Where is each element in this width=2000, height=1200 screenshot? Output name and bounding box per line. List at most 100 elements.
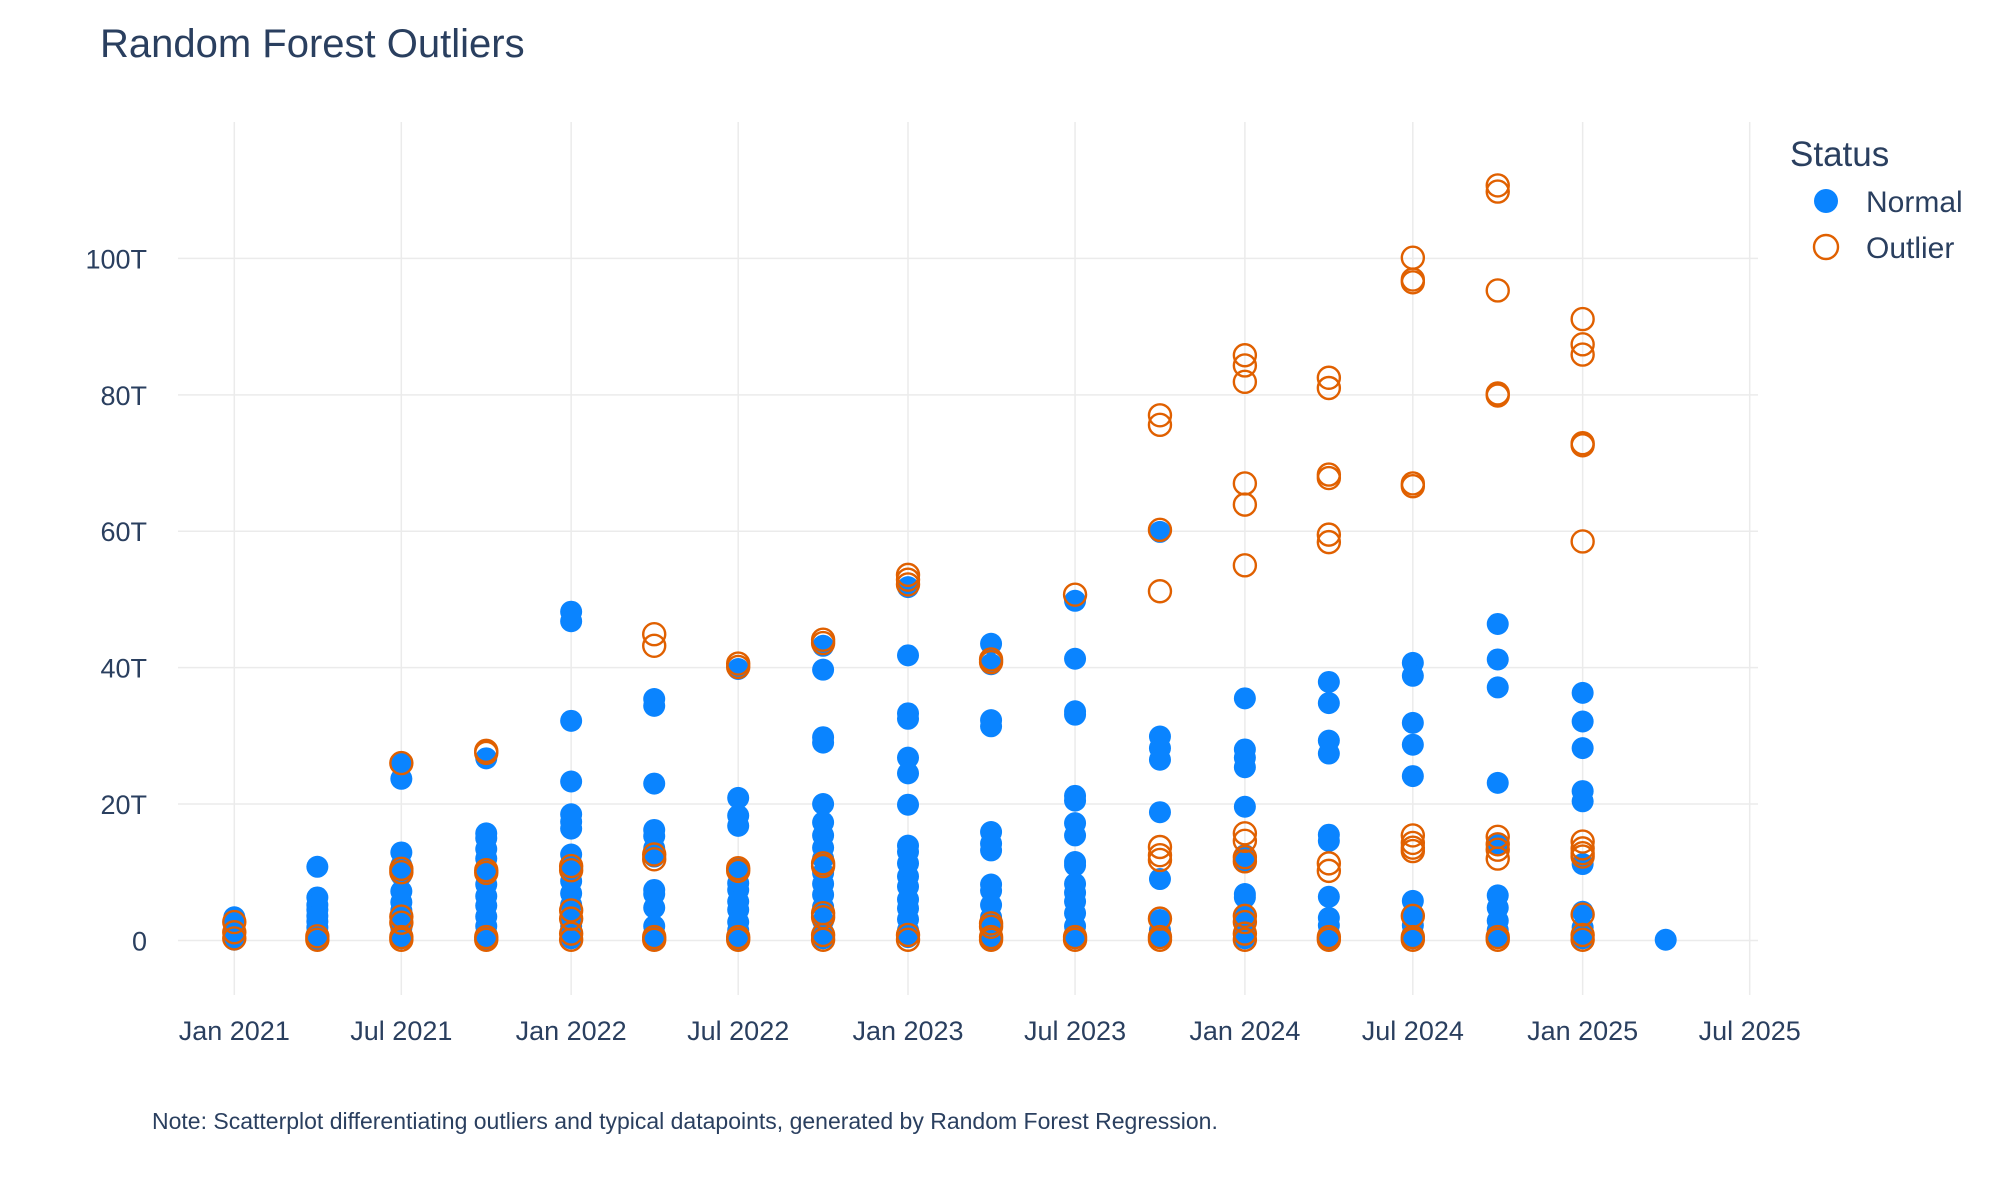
normal-point xyxy=(1064,824,1087,847)
normal-point xyxy=(1401,765,1424,788)
normal-point xyxy=(1571,710,1594,733)
legend-item-outlier[interactable]: Outlier xyxy=(1812,232,1954,265)
normal-point xyxy=(475,928,498,951)
chart-title: Random Forest Outliers xyxy=(100,22,525,66)
outlier-point xyxy=(1232,828,1258,854)
outlier-point xyxy=(389,750,414,776)
normal-point xyxy=(560,610,583,633)
outlier-point xyxy=(222,926,247,951)
outlier-point xyxy=(1232,903,1258,929)
outlier-point xyxy=(1570,332,1595,357)
normal-point xyxy=(727,786,750,809)
outlier-point xyxy=(810,927,836,952)
outlier-point xyxy=(558,927,584,952)
outlier-point xyxy=(1316,522,1342,547)
outlier-point xyxy=(1485,837,1510,862)
normal-point xyxy=(812,731,835,754)
outlier-point xyxy=(389,910,414,935)
outlier-point xyxy=(389,927,414,952)
normal-point xyxy=(897,762,920,785)
normal-point xyxy=(1317,692,1340,715)
x-tick-label: Jul 2025 xyxy=(1699,1016,1801,1046)
y-tick-label: 0 xyxy=(132,926,147,956)
outlier-point xyxy=(1062,927,1088,952)
outlier-point xyxy=(1570,927,1595,952)
normal-point xyxy=(1486,648,1509,671)
y-tick-label: 40T xyxy=(100,654,147,684)
x-tick-label: Jul 2023 xyxy=(1024,1016,1126,1046)
outlier-point xyxy=(222,920,247,945)
normal-point xyxy=(727,814,750,837)
outlier-point xyxy=(1485,278,1510,303)
normal-point xyxy=(1401,711,1424,734)
outlier-point xyxy=(978,649,1004,675)
legend[interactable]: Status Normal Outlier xyxy=(1790,135,1963,265)
outlier-point xyxy=(1147,579,1173,604)
normal-point xyxy=(812,658,835,681)
outlier-point xyxy=(1232,492,1258,517)
legend-label: Normal xyxy=(1866,186,1963,219)
normal-point xyxy=(1401,927,1424,950)
outlier-point xyxy=(725,654,751,680)
outlier-point xyxy=(1485,179,1510,204)
outlier-point xyxy=(1147,847,1173,873)
outlier-point xyxy=(725,858,751,884)
outlier-point xyxy=(1570,902,1595,927)
normal-point xyxy=(980,653,1003,676)
normal-point xyxy=(1148,868,1171,891)
normal-point xyxy=(1401,664,1424,687)
outlier-point xyxy=(810,630,836,656)
outlier-point xyxy=(1316,858,1342,884)
outlier-point xyxy=(558,921,584,946)
outlier-point xyxy=(1147,517,1173,543)
outlier-point xyxy=(1062,582,1088,607)
outlier-point xyxy=(1316,465,1342,491)
legend-marker-icon xyxy=(1812,233,1840,261)
normal-point xyxy=(1233,795,1256,818)
normal-point xyxy=(980,715,1003,738)
normal-point xyxy=(1233,756,1256,779)
outlier-point xyxy=(1570,433,1595,458)
normal-point xyxy=(1148,520,1171,543)
normal-point xyxy=(1148,926,1171,949)
outlier-point xyxy=(1232,369,1258,395)
normal-point xyxy=(560,770,583,793)
legend-label: Outlier xyxy=(1866,232,1954,265)
x-tick-label: Jul 2022 xyxy=(687,1016,789,1046)
normal-point xyxy=(1317,885,1340,908)
x-tick-label: Jan 2021 xyxy=(179,1016,290,1046)
normal-point xyxy=(223,928,246,951)
outlier-point xyxy=(1232,343,1258,368)
outlier-point xyxy=(810,853,836,879)
outlier-point xyxy=(1485,846,1510,871)
normal-point xyxy=(475,747,498,770)
outlier-point xyxy=(1232,909,1258,935)
outlier-point xyxy=(1232,927,1258,952)
normal-point xyxy=(1148,748,1171,771)
outlier-point xyxy=(642,633,667,658)
x-tick-label: Jul 2024 xyxy=(1362,1016,1464,1046)
normal-point xyxy=(1233,886,1256,909)
legend-item-normal[interactable]: Normal xyxy=(1814,186,1963,219)
outlier-point xyxy=(1400,823,1426,848)
outlier-point xyxy=(1400,927,1426,952)
normal-point xyxy=(1317,670,1340,693)
point-layer xyxy=(222,173,1677,952)
normal-point xyxy=(1064,789,1087,812)
outlier-point xyxy=(1316,375,1342,401)
outlier-point xyxy=(1232,849,1258,874)
y-tick-label: 20T xyxy=(100,790,147,820)
normal-point xyxy=(897,793,920,816)
x-tick-label: Jan 2022 xyxy=(516,1016,627,1046)
normal-point xyxy=(1317,928,1340,951)
x-tick-label: Jul 2021 xyxy=(350,1016,452,1046)
x-tick-label: Jan 2024 xyxy=(1189,1016,1300,1046)
normal-point xyxy=(1571,737,1594,760)
outlier-point xyxy=(978,914,1004,939)
outlier-point xyxy=(1316,529,1342,555)
outlier-point xyxy=(1485,927,1510,952)
outlier-point xyxy=(1232,921,1258,946)
normal-point xyxy=(1486,612,1509,635)
outlier-point xyxy=(725,927,751,952)
normal-point xyxy=(897,644,920,667)
